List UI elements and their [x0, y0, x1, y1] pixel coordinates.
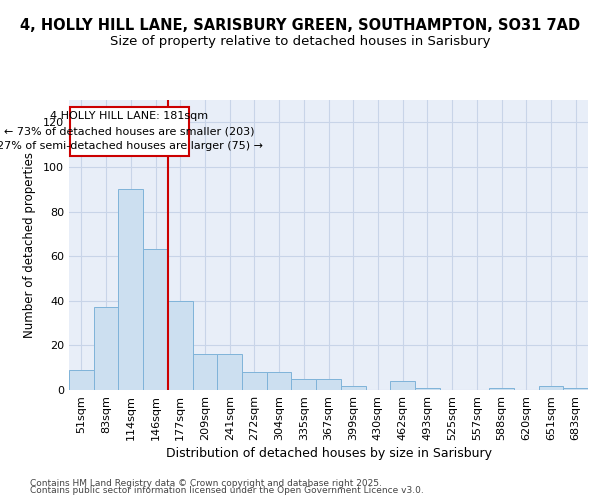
Bar — [168, 301, 193, 390]
Bar — [217, 354, 242, 390]
Text: 4 HOLLY HILL LANE: 181sqm
← 73% of detached houses are smaller (203)
27% of semi: 4 HOLLY HILL LANE: 181sqm ← 73% of detac… — [0, 112, 263, 151]
Bar — [94, 308, 118, 390]
Text: 4, HOLLY HILL LANE, SARISBURY GREEN, SOUTHAMPTON, SO31 7AD: 4, HOLLY HILL LANE, SARISBURY GREEN, SOU… — [20, 18, 580, 32]
Bar — [563, 388, 588, 390]
Text: Contains HM Land Registry data © Crown copyright and database right 2025.: Contains HM Land Registry data © Crown c… — [30, 478, 382, 488]
Bar — [267, 372, 292, 390]
X-axis label: Distribution of detached houses by size in Sarisbury: Distribution of detached houses by size … — [166, 447, 491, 460]
Bar — [489, 388, 514, 390]
Bar — [341, 386, 365, 390]
Bar — [316, 379, 341, 390]
Bar — [415, 388, 440, 390]
Bar — [118, 189, 143, 390]
Text: Size of property relative to detached houses in Sarisbury: Size of property relative to detached ho… — [110, 35, 490, 48]
Bar — [292, 379, 316, 390]
FancyBboxPatch shape — [70, 106, 189, 156]
Bar — [193, 354, 217, 390]
Bar — [390, 381, 415, 390]
Bar — [242, 372, 267, 390]
Text: Contains public sector information licensed under the Open Government Licence v3: Contains public sector information licen… — [30, 486, 424, 495]
Bar — [69, 370, 94, 390]
Bar — [539, 386, 563, 390]
Y-axis label: Number of detached properties: Number of detached properties — [23, 152, 36, 338]
Bar — [143, 250, 168, 390]
